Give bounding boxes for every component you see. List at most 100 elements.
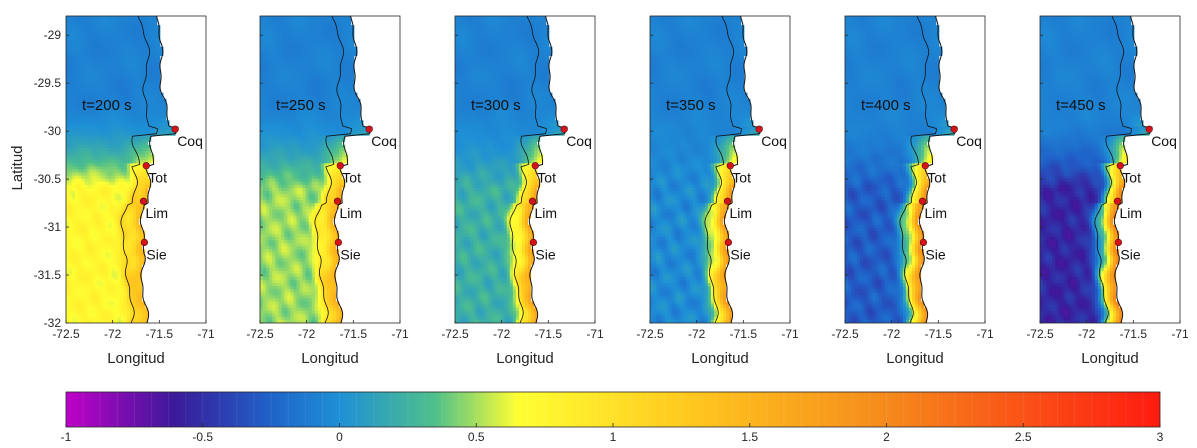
station-label: Coq (761, 133, 787, 149)
x-tick-label: -71.5 (340, 327, 368, 341)
station-marker (755, 125, 763, 133)
station-marker (365, 125, 373, 133)
colorbar-tick-label: 3 (1157, 430, 1164, 444)
coastline (333, 16, 372, 323)
colorbar: -1 -0.5 0 0.5 1 1.5 2 2.5 3 (61, 391, 1164, 444)
station-label: Sie (925, 246, 945, 262)
x-tick-label: -71 (391, 327, 409, 341)
station-label: Coq (371, 133, 397, 149)
x-tick-label: -72 (688, 327, 706, 341)
x-axis-label: Longitud (107, 350, 165, 367)
station-label: Tot (927, 170, 946, 186)
station-marker (1116, 162, 1124, 170)
station-marker (139, 197, 148, 205)
x-tick-label: -72 (298, 327, 316, 341)
station-marker (560, 125, 568, 133)
y-tick-label: -29.5 (34, 76, 62, 90)
station-label: Tot (342, 170, 361, 186)
station-label: Tot (1122, 170, 1141, 186)
time-label: t=300 s (471, 97, 521, 114)
station-marker (919, 238, 928, 246)
x-tick-label: -72 (104, 327, 122, 341)
station-label: Lim (925, 205, 948, 221)
station-marker (1145, 125, 1153, 133)
station-marker (531, 162, 539, 170)
shelf-contour (704, 16, 742, 323)
coastline (1113, 16, 1152, 323)
station-marker (1113, 197, 1122, 205)
station-label: Coq (566, 133, 592, 149)
x-tick-label: -71 (1171, 327, 1189, 341)
time-label: t=250 s (276, 97, 326, 114)
x-tick-label: -72 (883, 327, 901, 341)
colorbar-tick-label: -1 (61, 430, 72, 444)
station-label: Sie (340, 246, 360, 262)
panel-frame (1039, 15, 1181, 324)
x-tick-label: -71.5 (730, 327, 758, 341)
station-marker (333, 197, 342, 205)
panel-frame (844, 15, 986, 324)
colorbar-tick-label: 0 (336, 430, 343, 444)
station-label: Sie (1120, 246, 1140, 262)
field-raster (260, 16, 400, 323)
x-tick-label: -72 (1078, 327, 1096, 341)
x-tick-label: -72.5 (246, 327, 274, 341)
panels: t=200 s Coq Tot Lim Sie -72.5 -72 -71.5 -71 Longi… (34, 15, 1189, 367)
coastline (723, 16, 762, 323)
x-tick-label: -71 (586, 327, 604, 341)
y-axis-label: Latitud (9, 145, 26, 190)
station-label: Coq (1151, 133, 1177, 149)
colorbar-tick-label: 1 (610, 430, 617, 444)
x-tick-label: -71 (197, 327, 215, 341)
x-tick-label: -72.5 (636, 327, 664, 341)
field-raster (66, 16, 206, 323)
x-tick-label: -72.5 (831, 327, 859, 341)
panel-frame (454, 15, 596, 324)
station-label: Lim (1120, 205, 1143, 221)
station-label: Sie (146, 246, 166, 262)
station-label: Tot (732, 170, 751, 186)
x-tick-label: -72.5 (441, 327, 469, 341)
station-marker (171, 125, 179, 133)
field-raster (845, 16, 985, 323)
panel-frame (65, 15, 207, 324)
shelf-contour (1094, 16, 1132, 323)
panel-frame (259, 15, 401, 324)
field-raster (1040, 16, 1180, 323)
station-marker (723, 197, 732, 205)
colorbar-tick-label: 2 (883, 430, 890, 444)
station-label: Coq (177, 133, 203, 149)
station-marker (334, 238, 343, 246)
station-label: Sie (730, 246, 750, 262)
station-label: Lim (340, 205, 363, 221)
x-tick-label: -72 (493, 327, 511, 341)
x-tick-label: -72.5 (1026, 327, 1054, 341)
colorbar-gradient (66, 392, 1160, 427)
station-marker (726, 162, 734, 170)
coastline (139, 16, 178, 323)
shelf-contour (899, 16, 937, 323)
x-tick-label: -71.5 (146, 327, 174, 341)
station-label: Coq (956, 133, 982, 149)
shelf-contour (314, 16, 352, 323)
station-label: Lim (146, 205, 169, 221)
y-tick-label: -31.5 (34, 268, 62, 282)
colorbar-tick-label: -0.5 (192, 430, 213, 444)
field-raster (650, 16, 790, 323)
panel-frame (649, 15, 791, 324)
x-axis-label: Longitud (496, 350, 554, 367)
map-panel: t=400 s Coq Tot Lim Sie -72.5 -72 -71.5 -71 Longi… (831, 15, 994, 367)
colorbar-tick-label: 0.5 (468, 430, 485, 444)
y-tick-label: -30 (44, 124, 62, 138)
station-marker (724, 238, 733, 246)
time-label: t=450 s (1056, 97, 1106, 114)
coastline (528, 16, 567, 323)
station-label: Lim (535, 205, 558, 221)
x-axis-label: Longitud (886, 350, 944, 367)
x-tick-label: -71 (976, 327, 994, 341)
time-label: t=200 s (82, 97, 132, 114)
map-panel: t=300 s Coq Tot Lim Sie -72.5 -72 -71.5 -71 Longi… (441, 15, 604, 367)
station-marker (140, 238, 148, 246)
time-label: t=400 s (861, 97, 911, 114)
